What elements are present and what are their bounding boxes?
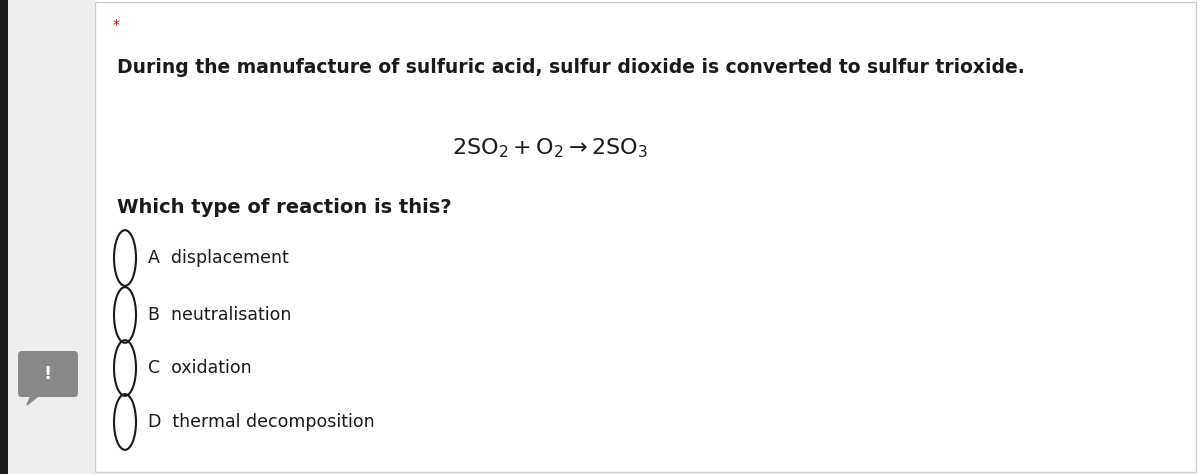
Text: Which type of reaction is this?: Which type of reaction is this? [118,198,451,217]
FancyBboxPatch shape [18,351,78,397]
Text: During the manufacture of sulfuric acid, sulfur dioxide is converted to sulfur t: During the manufacture of sulfuric acid,… [118,58,1025,77]
FancyBboxPatch shape [95,2,1196,472]
Text: C  oxidation: C oxidation [148,359,252,377]
Polygon shape [28,393,42,405]
Bar [0,0,8,474]
Bar [0,0,95,474]
Text: !: ! [44,365,52,383]
Text: *: * [113,18,120,32]
Text: $\mathdefault{2SO_2 + O_2 \rightarrow 2SO_3}$: $\mathdefault{2SO_2 + O_2 \rightarrow 2S… [452,136,648,160]
Text: B  neutralisation: B neutralisation [148,306,292,324]
Text: D  thermal decomposition: D thermal decomposition [148,413,374,431]
Text: A  displacement: A displacement [148,249,289,267]
